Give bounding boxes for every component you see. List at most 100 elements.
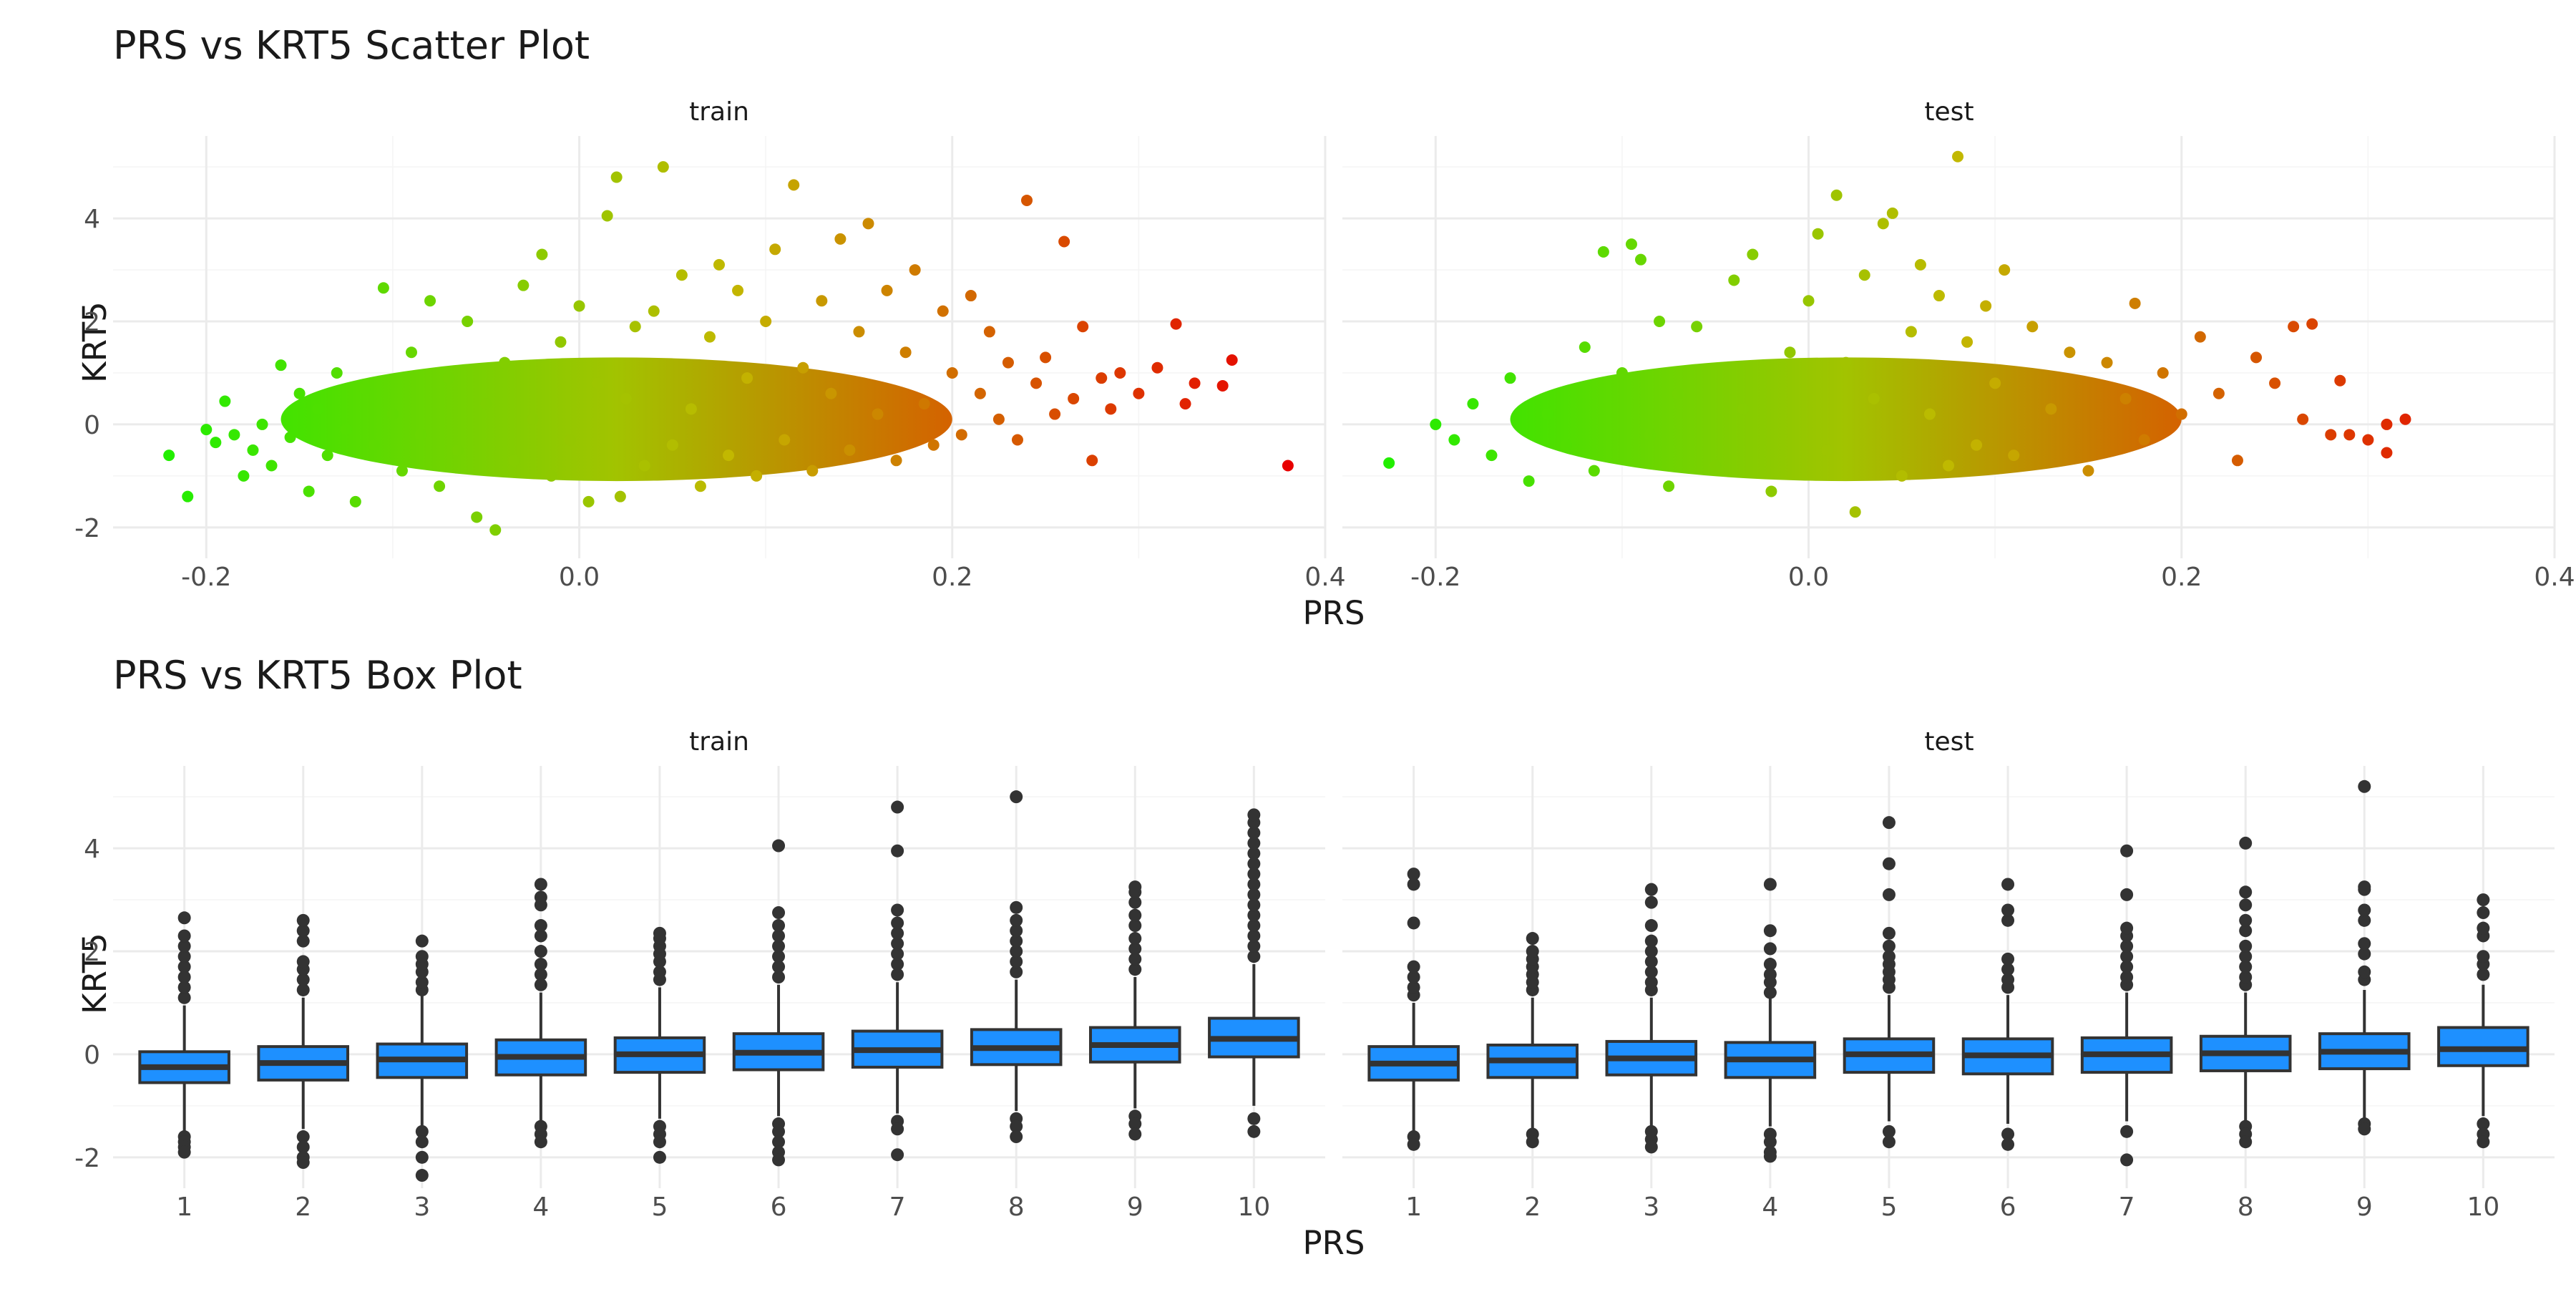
data-point (228, 429, 240, 441)
data-point (1216, 379, 1229, 392)
data-point (2008, 450, 2020, 462)
outlier-point (772, 1153, 786, 1167)
x-tick-label: 6 (2000, 1193, 2016, 1222)
outlier-point (2120, 921, 2134, 935)
outlier-point (1882, 950, 1896, 963)
outlier-point (1010, 945, 1023, 958)
outlier-point (2120, 939, 2134, 953)
data-point (862, 218, 874, 230)
data-point (1952, 150, 1964, 162)
data-point (927, 439, 940, 451)
box-title: PRS vs KRT5 Box Plot (113, 653, 522, 698)
data-point (2194, 331, 2206, 343)
data-point (1068, 392, 1080, 404)
outlier-point (1882, 888, 1896, 901)
data-point (1747, 248, 1759, 261)
data-point (182, 490, 194, 502)
data-point (1105, 403, 1117, 415)
data-point (1625, 238, 1637, 251)
data-point (312, 403, 324, 415)
data-point (723, 450, 735, 462)
data-point (657, 161, 669, 173)
outlier-point (653, 1135, 666, 1149)
outlier-point (772, 839, 786, 853)
outlier-point (1247, 836, 1261, 850)
data-point (1560, 439, 1572, 451)
data-point (694, 480, 706, 492)
outlier-point (2001, 963, 2015, 976)
data-point (1654, 316, 1666, 328)
outlier-point (1010, 955, 1023, 968)
outlier-point (1644, 976, 1658, 989)
outlier-point (1644, 955, 1658, 968)
data-point (974, 387, 986, 399)
data-point (1868, 392, 1880, 404)
outlier-point (2477, 950, 2490, 963)
outlier-point (2239, 924, 2253, 938)
data-point (1504, 372, 1516, 384)
data-point (1096, 372, 1108, 384)
x-tick-label: 2 (295, 1193, 311, 1222)
outlier-point (1128, 919, 1142, 933)
data-point (1541, 408, 1553, 420)
data-point (2362, 434, 2374, 446)
data-point (1905, 326, 1917, 338)
outlier-point (177, 950, 191, 963)
x-tick-label: 0.4 (1304, 563, 1345, 592)
outlier-point (2239, 939, 2253, 953)
outlier-point (1644, 919, 1658, 933)
outlier-point (2120, 971, 2134, 983)
outlier-point (1763, 1135, 1777, 1149)
outlier-point (2358, 779, 2371, 793)
data-point (340, 424, 352, 436)
data-point (629, 321, 641, 333)
y-tick-label: 2 (84, 938, 100, 967)
data-point (1226, 354, 1238, 366)
outlier-point (891, 926, 904, 940)
data-point (732, 284, 744, 296)
data-point (1467, 398, 1479, 410)
box-facet-label-train: train (689, 727, 749, 757)
data-point (1040, 351, 1052, 364)
y-tick-label: 4 (84, 205, 100, 234)
outlier-point (177, 981, 191, 994)
data-point (415, 429, 427, 441)
outlier-point (891, 844, 904, 858)
point-cloud (280, 357, 952, 482)
outlier-point (1247, 908, 1261, 922)
data-point (396, 465, 408, 477)
data-point (247, 444, 259, 456)
outlier-point (1247, 1112, 1261, 1125)
data-point (1021, 194, 1033, 206)
data-point (872, 408, 884, 420)
y-tick-label: -2 (74, 1144, 100, 1173)
data-point (462, 316, 474, 328)
data-point (2157, 366, 2169, 379)
outlier-point (2239, 960, 2253, 973)
data-point (1886, 207, 1898, 219)
data-point (545, 470, 557, 482)
y-tick-label: 4 (84, 835, 100, 864)
data-point (582, 495, 595, 507)
data-point (983, 326, 995, 338)
x-tick-label: 0.2 (2161, 563, 2202, 592)
data-point (284, 431, 296, 443)
data-point (797, 361, 809, 374)
data-point (1980, 300, 1992, 312)
outlier-point (534, 945, 547, 958)
data-point (452, 444, 464, 456)
data-point (2231, 455, 2243, 467)
data-point (1058, 235, 1070, 248)
data-point (610, 171, 623, 183)
data-point (992, 413, 1005, 425)
outlier-point (415, 950, 429, 963)
outlier-point (177, 939, 191, 953)
data-point (946, 366, 958, 379)
data-point (779, 434, 791, 446)
x-tick-label: 7 (889, 1193, 906, 1222)
data-point (1672, 387, 1684, 399)
outlier-point (415, 1125, 429, 1138)
data-point (2101, 356, 2113, 369)
outlier-point (1128, 942, 1142, 956)
outlier-point (891, 937, 904, 951)
